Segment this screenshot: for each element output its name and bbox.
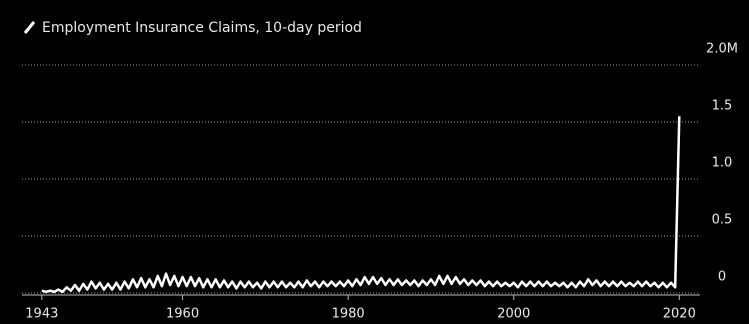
y-tick-label: 1.5 [712,99,733,114]
y-tick-label: 1.0 [712,156,733,171]
y-tick-label: 2.0M [706,42,738,57]
x-tick-label: 1960 [166,307,199,322]
data-line [41,116,681,294]
x-tick-label: 1980 [332,307,365,322]
legend-swatch [23,21,36,34]
x-tick-label: 2000 [497,307,530,322]
y-tick-label: 0.5 [712,213,733,228]
x-tick-label: 1943 [25,307,58,322]
x-tick-label: 2020 [663,307,696,322]
legend-label: Employment Insurance Claims, 10-day peri… [42,20,362,36]
y-tick-label: 0 [718,270,726,285]
